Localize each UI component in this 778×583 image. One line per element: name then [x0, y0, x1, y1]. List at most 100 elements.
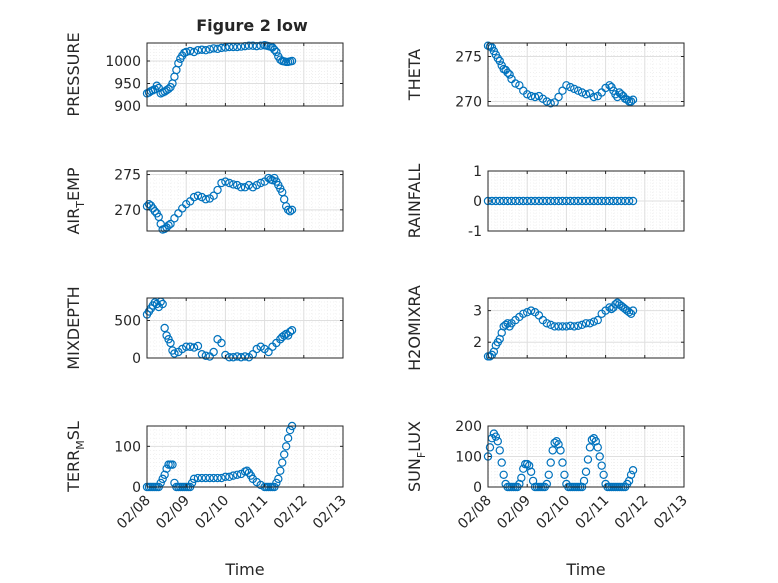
data-point: [158, 299, 167, 309]
y-tick-label: 3: [473, 304, 482, 320]
data-point: [205, 45, 214, 54]
data-point: [495, 56, 504, 66]
y-axis-label: PRESSURE: [64, 32, 83, 116]
data-point: [189, 343, 199, 352]
data-point: [229, 180, 238, 189]
data-series: [483, 298, 638, 361]
data-point: [225, 472, 234, 482]
data-point: [542, 97, 552, 106]
data-point: [624, 196, 634, 206]
data-point: [562, 81, 571, 90]
data-point: [628, 466, 638, 475]
data-point: [622, 95, 632, 104]
data-point: [217, 338, 226, 348]
data-point: [209, 191, 218, 200]
y-tick-label: 0: [132, 351, 141, 367]
data-point: [209, 347, 218, 357]
data-point: [515, 81, 524, 90]
data-point: [501, 320, 510, 330]
y-tick-label: -1: [468, 224, 482, 240]
data-point: [597, 196, 606, 206]
plot-area: [488, 43, 684, 106]
data-point: [213, 185, 222, 195]
data-series: [142, 297, 297, 362]
data-point: [585, 319, 595, 328]
data-point: [201, 473, 210, 483]
data-point: [197, 473, 207, 483]
data-point: [507, 196, 516, 206]
data-point: [217, 473, 226, 483]
data-point: [548, 446, 557, 455]
data-point: [546, 320, 555, 330]
data-point: [493, 437, 502, 446]
data-point: [276, 466, 285, 475]
data-point: [285, 207, 295, 216]
data-point: [605, 196, 614, 206]
data-point: [229, 353, 238, 362]
data-point: [495, 196, 504, 206]
data-point: [558, 86, 567, 95]
y-axis-label: TERRMSL: [64, 421, 87, 493]
y-tick-label: 0: [473, 194, 482, 210]
data-point: [515, 196, 524, 206]
data-point: [626, 97, 636, 106]
data-point: [283, 434, 293, 443]
data-point: [573, 196, 583, 206]
data-point: [613, 196, 622, 206]
subplot-h2omixra: 2 3 H2OMIXRA: [405, 285, 685, 371]
data-point: [287, 56, 297, 66]
data-point: [505, 70, 514, 79]
data-point: [181, 47, 191, 57]
data-point: [542, 479, 552, 489]
y-axis-label: MIXDEPTH: [64, 286, 83, 369]
figure-title: Figure 2 low: [196, 16, 308, 35]
y-tick-label: 1: [473, 164, 482, 180]
ylabel-suffix: EMP: [64, 167, 83, 201]
subplot-rainfall: -1 0 1 RAINFALL: [405, 164, 685, 240]
y-tick-label: 900: [114, 99, 141, 115]
y-tick-label: 275: [455, 50, 482, 66]
y-tick-label: 270: [114, 203, 141, 219]
y-tick-label: 2: [473, 335, 482, 351]
data-point: [287, 205, 297, 215]
data-point: [599, 470, 608, 479]
y-tick-label: 270: [455, 95, 482, 111]
data-point: [530, 92, 540, 102]
data-point: [287, 326, 297, 335]
axes-box: [146, 170, 344, 232]
data-point: [566, 82, 575, 92]
data-point: [166, 219, 175, 229]
data-point: [185, 342, 195, 351]
data-point: [581, 196, 591, 206]
y-tick-label: 0: [132, 480, 141, 496]
data-point: [562, 196, 571, 206]
subplot-theta: 270 275 THETA: [405, 41, 685, 111]
data-point: [523, 90, 532, 99]
data-point: [550, 322, 559, 331]
data-point: [550, 438, 559, 447]
data-point: [503, 68, 512, 77]
subplot-mixdepth: 0 500 MIXDEPTH: [64, 286, 344, 370]
data-point: [526, 306, 536, 315]
data-series: [142, 41, 297, 98]
data-point: [189, 474, 199, 484]
data-point: [256, 178, 265, 188]
data-point: [272, 47, 281, 57]
y-tick-label: 1000: [105, 54, 141, 70]
data-point: [181, 342, 191, 351]
data-point: [519, 309, 528, 318]
plot-area: [147, 426, 343, 487]
data-point: [523, 308, 532, 317]
y-axis-label: AIRTEMP: [64, 167, 87, 234]
data-point: [581, 319, 591, 328]
data-point: [570, 196, 579, 206]
data-point: [511, 196, 520, 206]
data-point: [164, 84, 173, 94]
data-point: [491, 196, 501, 206]
data-series: [142, 173, 297, 234]
data-point: [570, 84, 579, 94]
plot-area: [147, 298, 343, 358]
y-axis-label: H2OMIXRA: [405, 285, 424, 371]
data-point: [558, 196, 567, 206]
